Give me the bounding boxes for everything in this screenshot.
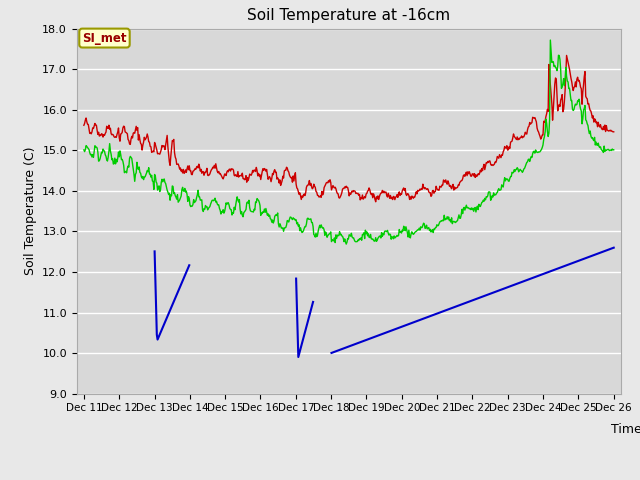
Y-axis label: Soil Temperature (C): Soil Temperature (C) (24, 147, 36, 276)
Title: Soil Temperature at -16cm: Soil Temperature at -16cm (247, 9, 451, 24)
X-axis label: Time: Time (611, 423, 640, 436)
Text: SI_met: SI_met (82, 32, 127, 45)
Legend: TC1_16Cm, TC2_16Cm, TC3_16Cm: TC1_16Cm, TC2_16Cm, TC3_16Cm (168, 474, 529, 480)
